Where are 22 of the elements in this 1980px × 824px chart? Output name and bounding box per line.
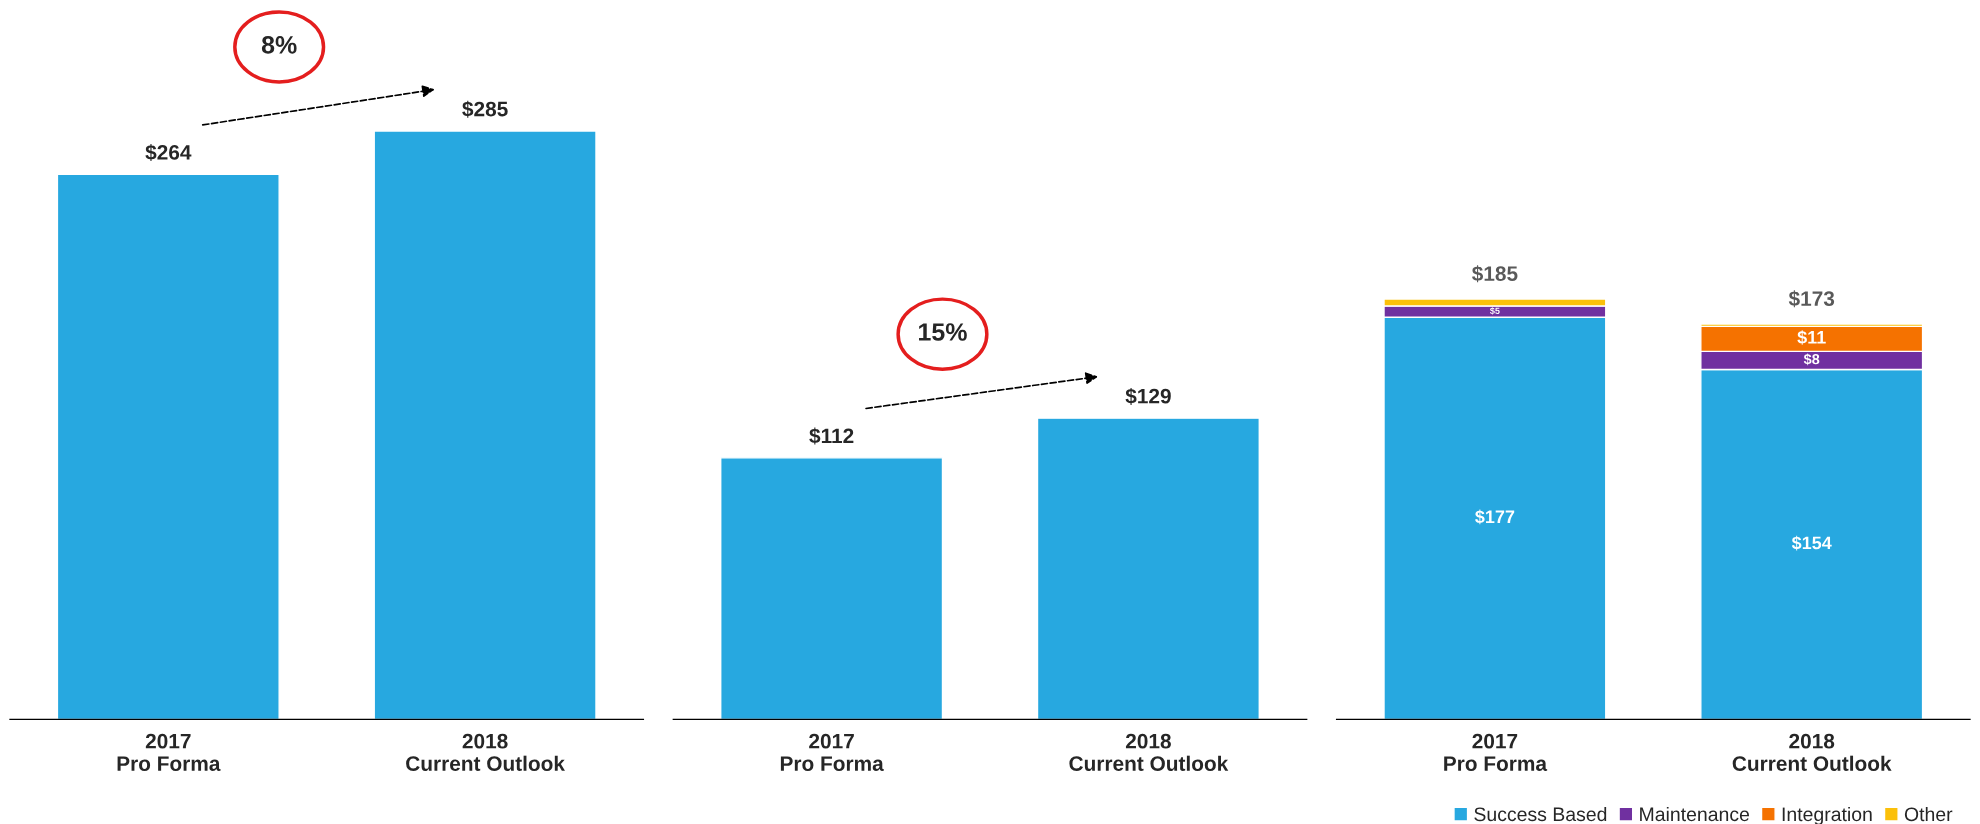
- x-tick-label: 2017 Pro Forma: [780, 733, 884, 771]
- data-label: $112: [809, 427, 854, 445]
- data-label: $8: [1803, 353, 1820, 366]
- legend-label: Maintenance: [1640, 806, 1750, 822]
- data-label: $177: [1475, 509, 1515, 525]
- x-tick-label: 2018 Current Outlook: [1732, 733, 1892, 771]
- legend-label: Success Based: [1474, 806, 1607, 822]
- data-label: $11: [1797, 330, 1826, 345]
- data-label: $285: [462, 100, 508, 118]
- x-tick-label: 2018 Current Outlook: [1069, 733, 1229, 771]
- data-label: $129: [1125, 387, 1171, 405]
- data-label: $5: [1489, 307, 1500, 315]
- text: 8%: [261, 35, 297, 54]
- total-label: $185: [1472, 265, 1518, 283]
- legend-label: Other: [1904, 806, 1953, 822]
- data-label: $264: [145, 144, 192, 162]
- x-tick-label: 2017 Pro Forma: [1444, 733, 1548, 771]
- x-tick-label: 2017 Pro Forma: [117, 733, 221, 771]
- total-label: $173: [1788, 290, 1835, 308]
- text: 15%: [919, 323, 967, 341]
- data-label: $154: [1791, 535, 1832, 551]
- x-tick-label: 2018 Current Outlook: [406, 733, 565, 771]
